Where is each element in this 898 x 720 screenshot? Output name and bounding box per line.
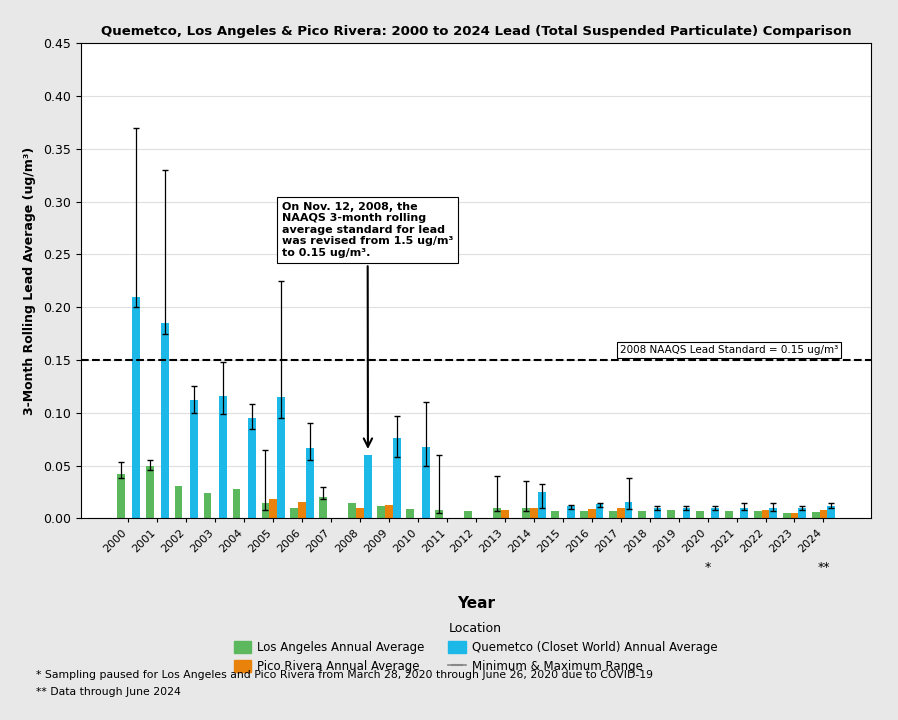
Bar [798,508,806,518]
Bar [269,500,277,518]
Bar [783,513,790,518]
Bar [770,508,778,518]
Bar [261,503,269,518]
Bar [233,489,241,518]
Bar [436,510,443,518]
Bar [204,493,211,518]
Bar [493,508,501,518]
Bar [145,466,154,518]
Bar [790,513,798,518]
Bar [501,510,509,518]
Bar [580,511,588,518]
Bar [132,297,140,518]
Bar [538,492,546,518]
X-axis label: Year: Year [457,596,495,611]
Legend: Los Angeles Annual Average, Pico Rivera Annual Average, Quemetco (Closet World) : Los Angeles Annual Average, Pico Rivera … [229,617,722,678]
Bar [117,474,125,518]
Bar [820,510,827,518]
Text: *: * [704,561,710,574]
Text: * Sampling paused for Los Angeles and Pico Rivera from March 28, 2020 through Ju: * Sampling paused for Los Angeles and Pi… [36,670,653,680]
Bar [609,511,617,518]
Bar [625,502,632,518]
Bar [595,503,603,518]
Bar [393,438,401,518]
Bar [385,505,393,518]
Bar [320,498,327,518]
Bar [812,512,820,518]
Y-axis label: 3-Month Rolling Lead Average (ug/m³): 3-Month Rolling Lead Average (ug/m³) [23,147,36,415]
Bar [219,396,227,518]
Bar [827,505,835,518]
Bar [306,448,314,518]
Bar [290,508,298,518]
Bar [422,446,430,518]
Bar [588,509,595,518]
Bar [753,511,762,518]
Bar [530,508,538,518]
Bar [248,418,256,518]
Bar [551,511,559,518]
Bar [277,397,285,518]
Bar [682,508,691,518]
Bar [406,509,414,518]
Bar [696,511,704,518]
Bar [190,400,198,518]
Bar [654,508,662,518]
Bar [617,508,625,518]
Bar [348,503,357,518]
Bar [298,502,306,518]
Text: ** Data through June 2024: ** Data through June 2024 [36,687,180,697]
Bar [357,508,364,518]
Bar [567,505,575,518]
Text: On Nov. 12, 2008, the
NAAQS 3-month rolling
average standard for lead
was revise: On Nov. 12, 2008, the NAAQS 3-month roll… [282,202,453,447]
Bar [377,505,385,518]
Bar [638,511,646,518]
Bar [711,508,719,518]
Title: Quemetco, Los Angeles & Pico Rivera: 2000 to 2024 Lead (Total Suspended Particul: Quemetco, Los Angeles & Pico Rivera: 200… [101,25,851,38]
Bar [364,455,372,518]
Bar [174,486,182,518]
Bar [522,508,530,518]
Bar [667,510,674,518]
Bar [762,510,770,518]
Text: 2008 NAAQS Lead Standard = 0.15 ug/m³: 2008 NAAQS Lead Standard = 0.15 ug/m³ [620,345,838,355]
Bar [725,511,733,518]
Bar [162,323,169,518]
Bar [741,508,748,518]
Text: **: ** [817,561,830,574]
Bar [464,511,472,518]
